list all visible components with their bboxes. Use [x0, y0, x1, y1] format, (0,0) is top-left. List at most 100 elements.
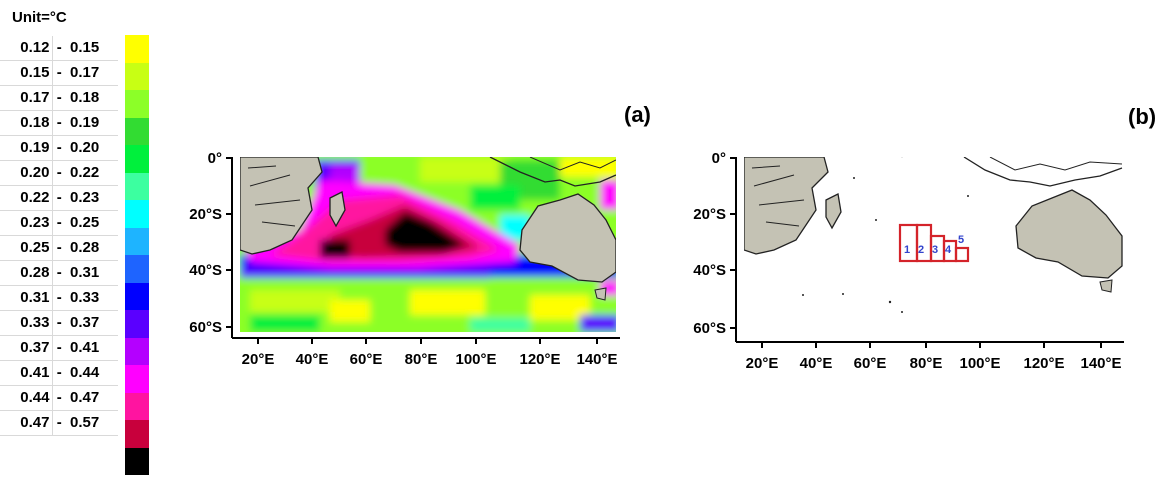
- land-masses-a: [240, 157, 616, 301]
- panel-a-tag: (a): [624, 102, 651, 127]
- legend-swatch: [125, 35, 149, 63]
- lon-label: 140°E: [1080, 355, 1121, 372]
- lat-label: 60°S: [189, 319, 222, 336]
- legend-row: 0.31-0.33: [0, 285, 118, 311]
- lat-label: 0°: [208, 150, 222, 167]
- color-scale: [125, 35, 149, 475]
- lon-label: 40°E: [296, 351, 329, 368]
- lat-label: 20°S: [189, 206, 222, 223]
- legend-range-low: 0.47: [0, 410, 53, 436]
- legend-range-low: 0.17: [0, 85, 53, 111]
- lat-label: 20°S: [693, 206, 726, 223]
- legend-row: 0.28-0.31: [0, 260, 118, 286]
- lon-label: 120°E: [1023, 355, 1064, 372]
- legend-range-high: 0.19: [66, 110, 118, 136]
- legend-table: 0.12-0.15 0.15-0.17 0.17-0.18 0.18-0.19 0.19…: [0, 36, 118, 436]
- legend-row: 0.44-0.47: [0, 385, 118, 411]
- legend-range-high: 0.47: [66, 385, 118, 411]
- legend-swatch: [125, 200, 149, 228]
- lat-label: 40°S: [693, 262, 726, 279]
- legend-range-low: 0.19: [0, 135, 53, 161]
- lat-label: 0°: [712, 150, 726, 167]
- legend-range-high: 0.28: [66, 235, 118, 261]
- legend-range-high: 0.25: [66, 210, 118, 236]
- legend-row: 0.23-0.25: [0, 210, 118, 236]
- legend-row: 0.17-0.18: [0, 85, 118, 111]
- legend-dash: -: [52, 36, 66, 61]
- legend-dash: -: [52, 210, 66, 236]
- legend-row: 0.37-0.41: [0, 335, 118, 361]
- study-boxes: 1 2 3 4 5: [898, 223, 970, 263]
- legend-row: 0.19-0.20: [0, 135, 118, 161]
- legend-range-low: 0.31: [0, 285, 53, 311]
- lon-label: 80°E: [910, 355, 943, 372]
- legend-dash: -: [52, 185, 66, 211]
- legend-range-high: 0.31: [66, 260, 118, 286]
- legend-dash: -: [52, 260, 66, 286]
- legend-swatch: [125, 337, 149, 365]
- legend-dash: -: [52, 360, 66, 386]
- lon-label: 60°E: [350, 351, 383, 368]
- legend-swatch: [125, 392, 149, 420]
- legend-swatch: [125, 447, 149, 475]
- legend-range-high: 0.18: [66, 85, 118, 111]
- legend-range-high: 0.22: [66, 160, 118, 186]
- lon-label: 140°E: [576, 351, 617, 368]
- legend-row: 0.20-0.22: [0, 160, 118, 186]
- legend-swatch: [125, 282, 149, 310]
- legend-dash: -: [52, 235, 66, 261]
- legend-swatch: [125, 255, 149, 283]
- lat-label: 40°S: [189, 262, 222, 279]
- legend-range-low: 0.44: [0, 385, 53, 411]
- legend-row: 0.18-0.19: [0, 110, 118, 136]
- legend-swatch: [125, 172, 149, 200]
- legend-dash: -: [52, 135, 66, 161]
- legend-row: 0.25-0.28: [0, 235, 118, 261]
- lon-label: 60°E: [854, 355, 887, 372]
- legend-row: 0.22-0.23: [0, 185, 118, 211]
- lon-label: 100°E: [959, 355, 1000, 372]
- legend-range-low: 0.37: [0, 335, 53, 361]
- legend-range-low: 0.18: [0, 110, 53, 136]
- legend-row: 0.41-0.44: [0, 360, 118, 386]
- panel-b-axes: 0° 20°S 40°S 60°S 20°E 40°E 60°E 80°E 100°E 120°E…: [693, 150, 1121, 372]
- legend-range-low: 0.25: [0, 235, 53, 261]
- lon-label: 120°E: [519, 351, 560, 368]
- lon-label: 20°E: [242, 351, 275, 368]
- legend-swatch: [125, 365, 149, 393]
- legend-swatch: [125, 420, 149, 448]
- legend-swatch: [125, 117, 149, 145]
- sst-field: [240, 157, 616, 332]
- legend-dash: -: [52, 160, 66, 186]
- legend-range-high: 0.17: [66, 60, 118, 86]
- legend-row: 0.33-0.37: [0, 310, 118, 336]
- legend-range-low: 0.28: [0, 260, 53, 286]
- panel-a-axes: 0° 20°S 40°S 60°S 20°E 40°E 60°E 80°E 100°E 120°E…: [189, 150, 617, 368]
- legend-range-low: 0.41: [0, 360, 53, 386]
- box-4-label: 4: [945, 244, 952, 256]
- legend-dash: -: [52, 410, 66, 436]
- legend-range-high: 0.20: [66, 135, 118, 161]
- legend-range-low: 0.23: [0, 210, 53, 236]
- legend-range-high: 0.23: [66, 185, 118, 211]
- legend-dash: -: [52, 85, 66, 111]
- legend-dash: -: [52, 285, 66, 311]
- legend-range-high: 0.41: [66, 335, 118, 361]
- legend-swatch: [125, 145, 149, 173]
- box-1-label: 1: [904, 244, 910, 256]
- legend-range-low: 0.20: [0, 160, 53, 186]
- legend-row: 0.15-0.17: [0, 60, 118, 86]
- legend-swatch: [125, 62, 149, 90]
- legend-dash: -: [52, 385, 66, 411]
- legend-dash: -: [52, 335, 66, 361]
- legend-range-low: 0.12: [0, 36, 53, 61]
- box-5: [954, 246, 970, 263]
- panel-a-map: 0° 20°S 40°S 60°S 20°E 40°E 60°E 80°E 100°E 120°E…: [189, 150, 620, 368]
- legend-range-high: 0.15: [66, 36, 118, 61]
- legend-dash: -: [52, 60, 66, 86]
- legend-swatch: [125, 227, 149, 255]
- legend-dash: -: [52, 310, 66, 336]
- legend-range-high: 0.37: [66, 310, 118, 336]
- lon-label: 20°E: [746, 355, 779, 372]
